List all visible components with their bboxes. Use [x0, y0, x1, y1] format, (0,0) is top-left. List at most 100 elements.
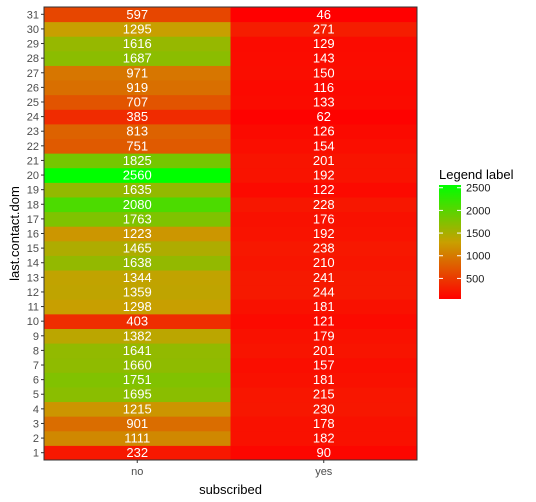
heatmap-cell	[44, 196, 231, 213]
heatmap-cell	[230, 328, 418, 344]
cell-value-label: 1641	[123, 343, 152, 358]
heatmap-cell	[230, 445, 418, 461]
cell-value-label: 1825	[123, 153, 152, 168]
y-tick-label: 29	[27, 39, 39, 51]
heatmap-cell	[44, 21, 231, 37]
cell-value-label: 201	[313, 153, 335, 168]
cell-value-label: 2560	[123, 168, 152, 183]
heatmap-cell	[44, 80, 231, 96]
heatmap-cell	[44, 445, 231, 461]
y-tick-label: 6	[33, 375, 39, 387]
cell-value-label: 1111	[124, 431, 150, 446]
cell-value-label: 179	[313, 328, 335, 343]
heatmap-cell	[230, 80, 418, 96]
y-tick-label: 7	[33, 360, 39, 372]
heatmap-cell	[44, 401, 231, 417]
heatmap-cell	[230, 7, 418, 23]
cell-value-label: 1751	[123, 372, 152, 387]
y-tick-label: 8	[33, 345, 39, 357]
cell-value-label: 1687	[123, 51, 152, 66]
cell-value-label: 176	[313, 211, 335, 226]
heatmap-cell	[230, 226, 418, 242]
heatmap-cells: 2321111901121516951751166016411382403129…	[44, 7, 418, 461]
cell-value-label: 1359	[123, 284, 152, 299]
cell-value-label: 143	[313, 51, 335, 66]
heatmap-cell	[44, 167, 231, 183]
cell-value-label: 232	[126, 445, 148, 460]
cell-value-label: 385	[126, 109, 148, 124]
y-tick-label: 1	[33, 448, 39, 460]
y-tick-label: 10	[27, 316, 39, 328]
y-tick-label: 13	[27, 272, 39, 284]
cell-value-label: 1215	[123, 401, 152, 416]
y-tick-label: 22	[27, 141, 39, 153]
heatmap-cell	[44, 255, 231, 271]
cell-value-label: 751	[126, 138, 148, 153]
heatmap-cell	[44, 109, 231, 125]
heatmap-cell	[44, 357, 231, 373]
cell-value-label: 1382	[123, 328, 152, 343]
y-tick-label: 4	[33, 404, 39, 416]
heatmap-cell	[230, 123, 418, 140]
y-tick-label: 14	[27, 258, 39, 270]
legend-tick-label: 1000	[466, 251, 490, 263]
cell-value-label: 813	[126, 124, 148, 139]
heatmap-cell	[44, 94, 231, 110]
heatmap-cell	[230, 138, 418, 154]
cell-value-label: 919	[126, 80, 148, 95]
y-tick-label: 2	[33, 433, 39, 445]
y-tick-label: 27	[27, 68, 39, 80]
heatmap-cell	[44, 138, 231, 154]
cell-value-label: 1638	[123, 255, 152, 270]
heatmap-cell	[230, 36, 418, 52]
heatmap-cell	[230, 21, 418, 37]
y-tick-label: 5	[33, 389, 39, 401]
cell-value-label: 46	[317, 7, 331, 22]
cell-value-label: 182	[313, 431, 335, 446]
cell-value-label: 971	[126, 65, 148, 80]
y-tick-label: 24	[27, 112, 39, 124]
legend-ticks: 500 1000 1500 2000 2500	[439, 183, 490, 285]
heatmap-cell	[230, 94, 418, 110]
y-tick-label: 11	[28, 302, 39, 314]
heatmap-cell	[230, 240, 418, 256]
y-tick-label: 25	[27, 97, 39, 109]
y-axis-ticks: 1234567891011121314151617181920212223242…	[27, 9, 44, 460]
x-tick-label: no	[131, 466, 143, 478]
cell-value-label: 201	[313, 343, 335, 358]
heatmap-cell	[44, 284, 231, 300]
cell-value-label: 707	[126, 94, 148, 109]
heatmap-cell	[230, 211, 418, 227]
cell-value-label: 62	[317, 109, 331, 124]
x-tick-label: yes	[315, 466, 333, 478]
cell-value-label: 150	[313, 65, 335, 80]
cell-value-label: 1298	[123, 299, 152, 314]
cell-value-label: 116	[313, 80, 334, 95]
cell-value-label: 403	[126, 314, 148, 329]
legend-tick-label: 500	[466, 273, 484, 285]
heatmap-cell	[230, 182, 418, 198]
cell-value-label: 1616	[123, 36, 152, 51]
y-tick-label: 18	[27, 199, 39, 211]
heatmap-cell	[44, 372, 231, 388]
cell-value-label: 133	[313, 94, 335, 109]
y-axis-title: last.contact.dom	[7, 186, 22, 281]
legend: Legend label 500 1000 1500 2000 2500	[439, 167, 514, 299]
heatmap-cell	[44, 386, 231, 403]
cell-value-label: 597	[126, 7, 148, 22]
cell-value-label: 2080	[123, 197, 152, 212]
heatmap-cell	[230, 50, 418, 66]
cell-value-label: 901	[126, 416, 148, 431]
y-tick-label: 23	[27, 126, 39, 138]
cell-value-label: 181	[313, 299, 335, 314]
y-tick-label: 19	[27, 185, 39, 197]
legend-title: Legend label	[439, 167, 514, 182]
cell-value-label: 1344	[123, 270, 152, 285]
heatmap-cell	[230, 386, 418, 403]
heatmap-cell	[230, 255, 418, 271]
heatmap-cell	[230, 153, 418, 169]
heatmap-cell	[230, 401, 418, 417]
cell-value-label: 1465	[123, 241, 152, 256]
cell-value-label: 154	[313, 138, 335, 153]
